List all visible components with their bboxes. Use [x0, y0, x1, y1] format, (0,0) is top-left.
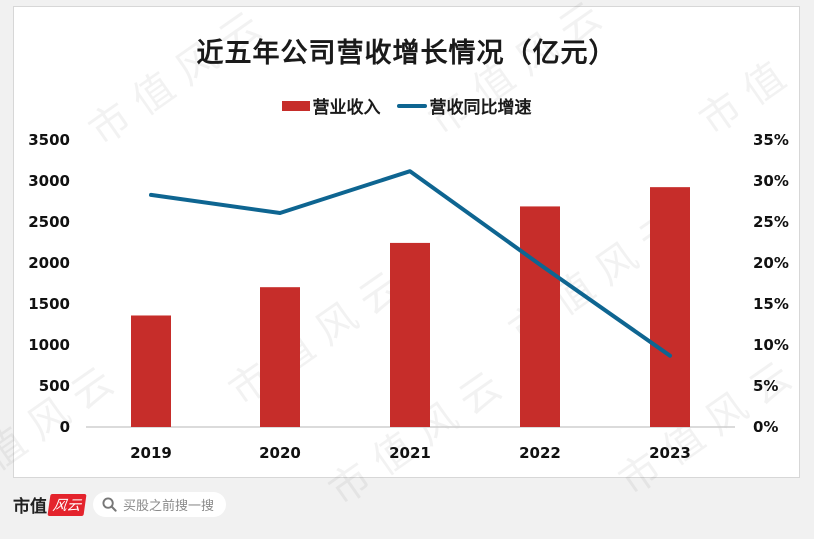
right-axis: 35% 30% 25% 20% 15% 10% 5% 0%	[753, 131, 789, 436]
right-axis-tick: 10%	[753, 336, 789, 354]
brand-logo-text: 市值	[13, 497, 47, 517]
legend-item-revenue: 营业收入	[281, 93, 381, 118]
search-placeholder: 买股之前搜一搜	[123, 499, 215, 514]
right-axis-tick: 30%	[753, 172, 789, 190]
x-axis-labels: 2019 2020 2021 2022 2023	[130, 444, 691, 462]
chart-legend: 营业收入 营收同比增速	[14, 93, 799, 118]
footer: 市值 风云 买股之前搜一搜	[13, 492, 227, 517]
left-axis-tick: 3500	[28, 131, 70, 149]
right-axis-tick: 15%	[753, 295, 789, 313]
left-axis-tick: 500	[39, 377, 70, 395]
x-axis-tick: 2021	[389, 444, 431, 462]
right-axis-tick: 25%	[753, 213, 789, 231]
brand-logo-badge: 风云	[47, 493, 87, 516]
bar-swatch-icon	[281, 100, 310, 111]
x-axis-tick: 2023	[649, 444, 691, 462]
x-axis-tick: 2020	[259, 444, 301, 462]
chart-title: 近五年公司营收增长情况（亿元）	[196, 38, 617, 69]
left-axis-tick: 1000	[28, 336, 70, 354]
right-axis-tick: 5%	[753, 377, 778, 395]
left-axis: 3500 3000 2500 2000 1500 1000 500 0	[28, 131, 70, 436]
right-axis-tick: 0%	[753, 418, 778, 436]
x-axis-tick: 2019	[130, 444, 172, 462]
revenue-bar	[650, 187, 690, 427]
left-axis-tick: 2500	[28, 213, 70, 231]
growth-line-series	[149, 169, 672, 358]
left-axis-tick: 3000	[28, 172, 70, 190]
revenue-bar	[520, 206, 560, 427]
search-box[interactable]: 买股之前搜一搜	[93, 492, 227, 517]
left-axis-tick: 2000	[28, 254, 70, 272]
revenue-bar	[131, 315, 171, 427]
search-icon	[102, 497, 117, 512]
right-axis-tick: 35%	[753, 131, 789, 149]
legend-label-growth: 营收同比增速	[429, 98, 532, 118]
revenue-bar	[260, 287, 300, 427]
revenue-bar	[390, 242, 430, 427]
line-swatch-icon	[396, 103, 427, 108]
right-axis-tick: 20%	[753, 254, 789, 272]
left-axis-tick: 0	[60, 418, 70, 436]
bar-series	[131, 187, 690, 427]
legend-item-growth: 营收同比增速	[396, 93, 532, 118]
x-axis-tick: 2022	[519, 444, 561, 462]
left-axis-tick: 1500	[28, 295, 70, 313]
legend-label-revenue: 营业收入	[312, 98, 381, 118]
chart-plot: 3500 3000 2500 2000 1500 1000 500 0 35% 30% 25% 20…	[28, 131, 789, 462]
